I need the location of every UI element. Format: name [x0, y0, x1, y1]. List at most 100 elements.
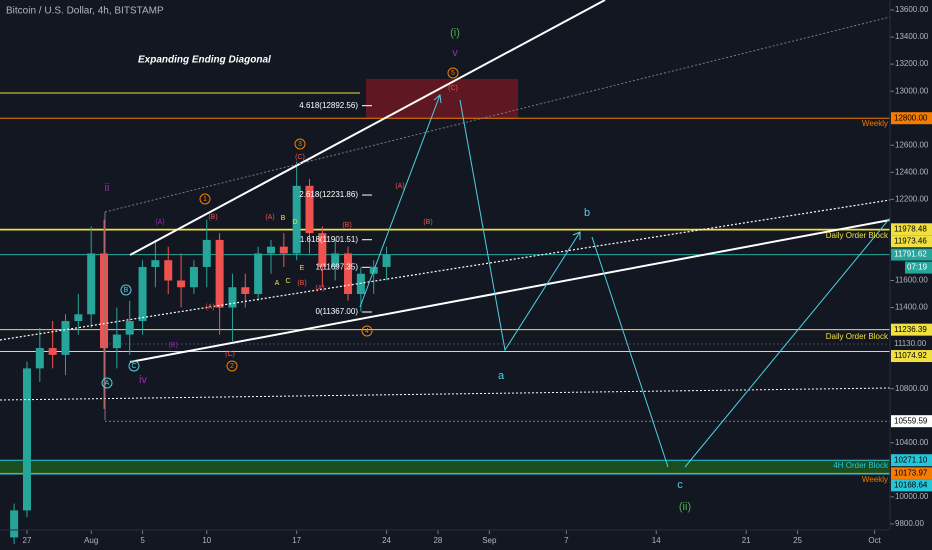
level-label: 10559.59	[894, 416, 928, 425]
wave-label: (i)	[450, 27, 460, 39]
wave-circle	[447, 67, 459, 79]
note: Weekly	[862, 475, 888, 484]
x-tick-label: 27	[23, 536, 32, 545]
note: 4H Order Block	[833, 461, 889, 470]
candle-body	[305, 185, 314, 234]
x-tick-label: 21	[742, 536, 751, 545]
fib-label: 1(11697.35)	[315, 262, 358, 271]
wave-label: ii	[105, 182, 110, 194]
chart-title: Bitcoin / U.S. Dollar, 4h, BITSTAMP	[6, 6, 164, 17]
wave-circle	[199, 193, 211, 205]
candle-body	[228, 287, 237, 308]
wave-label: 3	[298, 141, 302, 148]
candle-body	[61, 321, 70, 355]
candle-body	[87, 253, 96, 315]
projection-path	[359, 94, 891, 468]
level-label-box	[891, 248, 932, 261]
candle-body	[241, 287, 250, 295]
candle-body	[279, 246, 288, 254]
candle-body	[356, 273, 365, 295]
wave-label: (A)	[265, 214, 274, 221]
wave-circle	[361, 325, 373, 337]
level-label: 11074.92	[894, 351, 927, 360]
candle-body	[215, 239, 224, 308]
level-label-box	[891, 415, 932, 428]
x-tick-label: 7	[564, 536, 569, 545]
wave-label: D	[292, 219, 297, 226]
arrow-head	[572, 231, 581, 240]
level-label-box	[891, 454, 932, 467]
level-label: 11130.00	[894, 339, 927, 348]
target-zone	[366, 79, 518, 118]
candle-body	[202, 239, 211, 267]
y-tick-label: 10800.00	[895, 384, 929, 393]
candle-body	[48, 348, 57, 355]
wave-label: (B)	[168, 342, 177, 349]
candle-body	[151, 260, 160, 267]
candle-body	[164, 260, 173, 281]
candle-body	[138, 266, 147, 322]
x-tick-label: Oct	[868, 536, 881, 545]
candle-body	[344, 253, 353, 295]
projection	[591, 236, 669, 468]
x-tick-label: 5	[140, 536, 145, 545]
wave-label: 2	[230, 363, 234, 370]
wave-label: E	[300, 265, 305, 272]
upper-trendline	[129, 0, 606, 256]
wave-label: a	[498, 370, 505, 382]
projection	[459, 99, 581, 352]
wave-circle	[120, 284, 132, 296]
countdown: 07:19	[907, 263, 928, 272]
wave-label: 4	[365, 328, 369, 335]
wave-label: (C)	[225, 351, 235, 358]
projection	[359, 94, 441, 308]
wave-label: 1	[203, 196, 207, 203]
candle-body	[10, 510, 19, 538]
y-tick-label: 13600.00	[895, 5, 929, 14]
level-label: 11236.39	[894, 325, 927, 334]
wave-label: B	[124, 287, 129, 294]
plot-area	[0, 79, 518, 118]
candle-body	[35, 348, 44, 369]
y-tick-label: 11600.00	[895, 276, 928, 285]
wave-label: (A)	[205, 304, 214, 311]
level-label-box	[891, 235, 932, 248]
candle-body	[112, 334, 121, 349]
level-label: 10173.97	[894, 468, 928, 477]
candle-body	[74, 314, 83, 322]
fib-label: 2.618(12231.86)	[299, 190, 358, 199]
candle-body	[177, 280, 186, 288]
wave-label: B	[281, 215, 286, 222]
y-tick-label: 13400.00	[895, 32, 929, 41]
wave-label: (C)	[448, 85, 458, 92]
wave-label: (A)	[315, 285, 324, 292]
fib-label: 1.618(11901.51)	[300, 235, 358, 244]
x-tick-label: 14	[652, 536, 661, 545]
wave-label: (C)	[295, 154, 305, 161]
wave-label: c	[677, 479, 683, 491]
wave-label: (B)	[423, 219, 432, 226]
candle-body	[382, 254, 391, 267]
wave-label: C	[131, 363, 136, 370]
wave-label: (ii)	[679, 501, 691, 513]
y-tick-label: 12400.00	[895, 167, 929, 176]
order-block-zone	[0, 460, 890, 475]
wave-label: iv	[139, 374, 147, 386]
wave-label: A	[105, 380, 110, 387]
x-tick-label: 10	[202, 536, 211, 545]
arrow-head	[433, 94, 442, 104]
level-label: 11973.46	[894, 236, 927, 245]
level-label: 10271.10	[894, 455, 928, 464]
level-label-box	[891, 467, 932, 480]
wave-label: (B)	[342, 222, 351, 229]
wave-circle	[294, 138, 306, 150]
candle-body	[254, 253, 263, 295]
y-tick-label: 9800.00	[895, 519, 924, 528]
wave-label: v	[452, 47, 458, 59]
dotted-trendline	[0, 387, 891, 401]
wave-label: (A)	[395, 183, 404, 190]
level-label-box	[891, 338, 932, 351]
subtitle: Expanding Ending Diagonal	[138, 55, 271, 66]
x-tick-label: 28	[433, 536, 442, 545]
